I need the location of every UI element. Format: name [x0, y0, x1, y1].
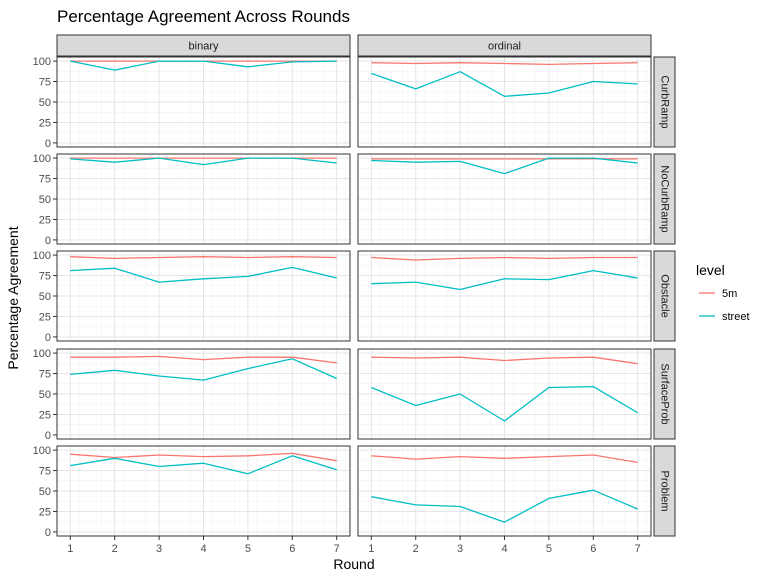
- x-tick-label: 1: [368, 543, 374, 555]
- row-strip-Problem: [653, 445, 676, 537]
- x-tick-label: 6: [590, 543, 596, 555]
- panel-CurbRamp-binary: 0 25 50 75 100: [33, 56, 351, 150]
- y-tick-label: 100: [33, 348, 51, 360]
- series-line-5m: [70, 256, 337, 260]
- y-tick-label: 25: [39, 506, 51, 518]
- y-tick-label: 50: [39, 389, 51, 401]
- x-tick-label: 2: [413, 543, 419, 555]
- panel-Problem-ordinal: 1 2 3 4 5 6 7: [357, 445, 652, 555]
- row-strip-NoCurbRamp: [653, 153, 676, 245]
- column-strip-ordinal: [357, 34, 652, 57]
- x-tick-label: 3: [457, 543, 463, 555]
- y-tick-label: 25: [39, 214, 51, 226]
- series-line-street: [70, 455, 337, 475]
- panel-border: [357, 153, 652, 245]
- y-tick-label: 100: [33, 56, 51, 68]
- panel-Obstacle-binary: 0 25 50 75 100: [33, 250, 351, 344]
- legend-title: level: [696, 262, 725, 278]
- row-strip-label-SurfaceProb: SurfaceProb: [659, 363, 671, 424]
- column-strip-binary: [56, 34, 351, 57]
- y-tick-label: 25: [39, 409, 51, 421]
- series-line-5m: [70, 452, 337, 462]
- series-line-5m: [70, 355, 337, 364]
- panel-SurfaceProb-binary: 0 25 50 75 100: [33, 348, 351, 442]
- y-tick-label: 75: [39, 369, 51, 381]
- row-strip-label-CurbRamp: CurbRamp: [659, 75, 671, 128]
- x-axis-title: Round: [333, 556, 374, 572]
- series-line-street: [371, 157, 638, 175]
- y-tick-label: 0: [45, 430, 51, 442]
- series-line-street: [70, 358, 337, 381]
- series-line-street: [70, 157, 337, 166]
- y-tick-label: 75: [39, 174, 51, 186]
- panel-border: [357, 348, 652, 440]
- panel-border: [357, 56, 652, 148]
- series-line-street: [371, 489, 638, 523]
- y-tick-label: 100: [33, 250, 51, 262]
- panel-Obstacle-ordinal: [357, 250, 652, 342]
- x-tick-label: 5: [546, 543, 552, 555]
- y-tick-label: 0: [45, 235, 51, 247]
- y-tick-label: 0: [45, 332, 51, 344]
- x-tick-label: 7: [635, 543, 641, 555]
- y-tick-label: 25: [39, 117, 51, 129]
- y-axis-title: Percentage Agreement: [5, 226, 21, 369]
- row-strip-CurbRamp: [653, 56, 676, 148]
- y-tick-label: 75: [39, 466, 51, 478]
- panel-NoCurbRamp-ordinal: [357, 153, 652, 245]
- y-tick-label: 50: [39, 97, 51, 109]
- row-strip-SurfaceProb: [653, 348, 676, 440]
- panel-SurfaceProb-ordinal: [357, 348, 652, 440]
- panel-NoCurbRamp-binary: 0 25 50 75 100: [33, 153, 351, 247]
- y-tick-label: 50: [39, 194, 51, 206]
- panel-Problem-binary: 0 25 50 75 100 1 2 3 4 5 6 7: [33, 445, 351, 555]
- y-tick-label: 50: [39, 486, 51, 498]
- y-tick-label: 75: [39, 271, 51, 283]
- row-strip-label-Problem: Problem: [659, 471, 671, 512]
- panel-CurbRamp-ordinal: [357, 56, 652, 148]
- row-strip-label-NoCurbRamp: NoCurbRamp: [659, 165, 671, 232]
- y-tick-label: 50: [39, 291, 51, 303]
- column-strip-label-binary: binary: [189, 41, 219, 53]
- series-line-5m: [371, 454, 638, 464]
- x-tick-label: 3: [156, 543, 162, 555]
- x-tick-label: 7: [334, 543, 340, 555]
- series-line-5m: [371, 356, 638, 365]
- row-strip-Obstacle: [653, 250, 676, 342]
- x-tick-label: 4: [200, 543, 206, 555]
- series-line-street: [371, 71, 638, 97]
- y-tick-label: 75: [39, 77, 51, 89]
- x-tick-label: 1: [67, 543, 73, 555]
- row-strip-label-Obstacle: Obstacle: [659, 274, 671, 317]
- y-tick-label: 100: [33, 153, 51, 165]
- y-tick-label: 100: [33, 445, 51, 457]
- x-tick-label: 2: [112, 543, 118, 555]
- series-line-street: [70, 60, 337, 71]
- series-line-street: [371, 385, 639, 422]
- series-line-5m: [371, 256, 638, 261]
- series-line-5m: [371, 62, 638, 66]
- legend-label-5m: 5m: [722, 288, 737, 300]
- x-tick-label: 5: [245, 543, 251, 555]
- y-tick-label: 0: [45, 527, 51, 539]
- column-strip-label-ordinal: ordinal: [488, 41, 521, 53]
- chart-title: Percentage Agreement Across Rounds: [57, 7, 350, 26]
- y-tick-label: 25: [39, 311, 51, 323]
- x-tick-label: 6: [289, 543, 295, 555]
- legend-label-street: street: [722, 311, 750, 323]
- y-tick-label: 0: [45, 138, 51, 150]
- series-line-street: [371, 269, 638, 291]
- x-tick-label: 4: [501, 543, 507, 555]
- panel-border: [357, 250, 652, 342]
- series-line-street: [70, 266, 337, 283]
